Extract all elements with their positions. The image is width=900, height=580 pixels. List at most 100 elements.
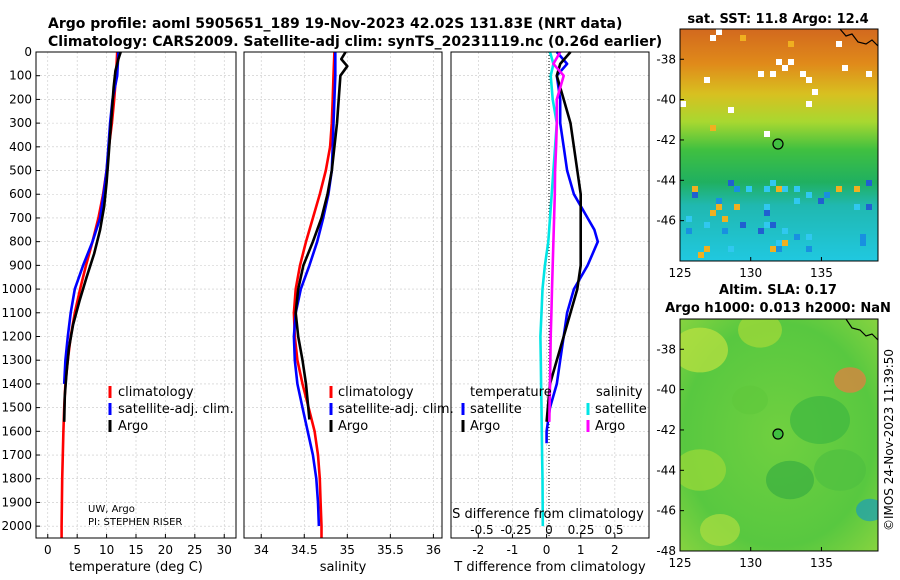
x-tick-label: 0 xyxy=(543,543,551,557)
map-x-tick-label: 125 xyxy=(669,266,692,280)
sst-pixel-block xyxy=(776,246,782,252)
legend-group-salinity: salinity xyxy=(596,385,643,400)
sst-map-panel: sat. SST: 11.8 Argo: 12.4 125 130 135 -38 -4… xyxy=(656,12,879,280)
sst-pixel-block xyxy=(704,246,710,252)
legend-temp-satellite-label: satellite xyxy=(470,402,522,417)
temperature-series xyxy=(60,51,122,538)
sst-pixel-block xyxy=(794,198,800,204)
legend-climatology-label: climatology xyxy=(118,385,194,400)
sla-coastline xyxy=(845,319,878,341)
sst-pixel-block xyxy=(728,107,734,113)
map-y-tick-label: -46 xyxy=(656,504,676,518)
series-line-climatology xyxy=(292,51,336,538)
sst-pixel-block xyxy=(806,101,812,107)
y-tick-label: 800 xyxy=(9,235,32,249)
map-y-tick-label: -40 xyxy=(656,93,676,107)
x-tick-label: 2 xyxy=(611,543,619,557)
sst-pixel-block xyxy=(716,204,722,210)
series-line-salinity-argo xyxy=(548,51,566,422)
sst-pixel-block xyxy=(794,234,800,240)
sst-coastline xyxy=(839,29,878,47)
sst-pixel-block xyxy=(812,89,818,95)
y-tick-label: 1500 xyxy=(1,401,32,415)
map-y-tick-label: -38 xyxy=(656,342,676,356)
sst-pixel-block xyxy=(782,240,788,246)
salinity-diff-tick-label: 0.5 xyxy=(604,523,623,537)
y-tick-label: 900 xyxy=(9,258,32,272)
annotation-pi: PI: STEPHEN RISER xyxy=(88,517,182,528)
y-tick-label: 1000 xyxy=(1,282,32,296)
salinity-diff-tick-label: -0.25 xyxy=(500,523,531,537)
sst-pixel-block xyxy=(734,186,740,192)
difference-salinity-ticks: -0.5 -0.25 0 0.25 0.5 xyxy=(470,523,623,537)
y-tick-label: 1600 xyxy=(1,424,32,438)
sst-pixel-block xyxy=(770,246,776,252)
salinity-diff-tick-label: 0.25 xyxy=(568,523,595,537)
temperature-x-ticks: 0 5 10 15 20 25 30 xyxy=(44,534,232,557)
sla-blobs xyxy=(680,319,878,546)
map-x-tick-label: 135 xyxy=(810,266,833,280)
sst-pixel-block xyxy=(728,246,734,252)
sla-axis-ticks: 125 130 135 -38 -40 -42 -44 -46 -48 xyxy=(656,342,832,570)
y-tick-label: 0 xyxy=(24,45,32,59)
figure-title-line2: Climatology: CARS2009. Satellite-adj cli… xyxy=(48,34,662,50)
sla-anomaly-blob xyxy=(856,498,878,522)
sst-argo-float-marker xyxy=(772,138,784,150)
y-tick-label: 1300 xyxy=(1,353,32,367)
series-line-temperature-argo xyxy=(545,51,583,422)
y-tick-label: 1800 xyxy=(1,472,32,486)
sst-pixel-block xyxy=(860,234,866,240)
sst-pixel-block xyxy=(728,180,734,186)
y-tick-label: 1400 xyxy=(1,377,32,391)
sst-pixel-block xyxy=(854,186,860,192)
sst-pixel-block xyxy=(782,186,788,192)
sst-axis-ticks: 125 130 135 -38 -40 -42 -44 -46 xyxy=(656,52,832,280)
temperature-panel: 0 5 10 15 20 25 30 0 100 200 300 400 500 600 700 800 90… xyxy=(1,45,237,575)
salinity-diff-tick-label: 0 xyxy=(545,523,553,537)
salinity-series xyxy=(292,51,349,538)
temperature-difference-x-label: T difference from climatology xyxy=(453,560,646,575)
sla-axes-box xyxy=(679,318,879,552)
legend-satellite-label: satellite-adj. clim. xyxy=(338,402,454,417)
series-line-argo xyxy=(294,51,349,420)
sst-pixel-block xyxy=(710,35,716,41)
temperature-legend: climatology satellite-adj. clim. Argo xyxy=(108,385,234,434)
x-tick-label: 1 xyxy=(577,543,585,557)
sst-pixel-block xyxy=(800,71,806,77)
sst-pixel-block xyxy=(770,222,776,228)
y-tick-label: 2000 xyxy=(1,519,32,533)
x-tick-label: 20 xyxy=(158,543,173,557)
imos-credit: ©IMOS 24-Nov-2023 11:39:50 xyxy=(882,349,896,531)
sst-pixel-block xyxy=(854,204,860,210)
y-tick-label: 700 xyxy=(9,211,32,225)
depth-y-ticks: 0 100 200 300 400 500 600 700 800 900 1000 1100 1200… xyxy=(1,45,40,533)
salinity-diff-tick-label: -0.5 xyxy=(470,523,493,537)
x-tick-label: 25 xyxy=(187,543,202,557)
sst-pixel-block xyxy=(746,186,752,192)
sst-pixel-block xyxy=(836,186,842,192)
y-tick-label: 600 xyxy=(9,187,32,201)
x-tick-label: 34 xyxy=(254,543,269,557)
sla-map-title: Altim. SLA: 0.17 xyxy=(719,283,837,298)
sla-anomaly-blob xyxy=(738,319,782,348)
sla-anomaly-blob xyxy=(680,327,728,373)
sst-pixel-block xyxy=(764,186,770,192)
difference-panel: -2 -1 0 1 2 -0.5 -0.25 0 0.25 0.5 S difference f… xyxy=(450,51,650,575)
sst-pixel-block xyxy=(788,59,794,65)
sst-pixel-block xyxy=(806,246,812,252)
sla-anomaly-blob xyxy=(680,449,726,491)
legend-sal-argo-label: Argo xyxy=(595,419,625,434)
difference-axes-box xyxy=(450,51,650,539)
sst-pixel-block xyxy=(686,228,692,234)
series-line-argo xyxy=(62,51,122,422)
series-line-satellite-adj-clim- xyxy=(292,52,337,527)
series-line-temperature-satellite xyxy=(545,51,600,444)
sst-pixel-block xyxy=(782,65,788,71)
sst-pixel-block xyxy=(692,186,698,192)
sst-pixel-block xyxy=(818,198,824,204)
sst-pixel-block xyxy=(764,204,770,210)
y-tick-label: 300 xyxy=(9,116,32,130)
x-tick-label: -2 xyxy=(472,543,484,557)
sst-pixel-block xyxy=(842,65,848,71)
annotation-uw-argo: UW, Argo xyxy=(88,504,135,515)
